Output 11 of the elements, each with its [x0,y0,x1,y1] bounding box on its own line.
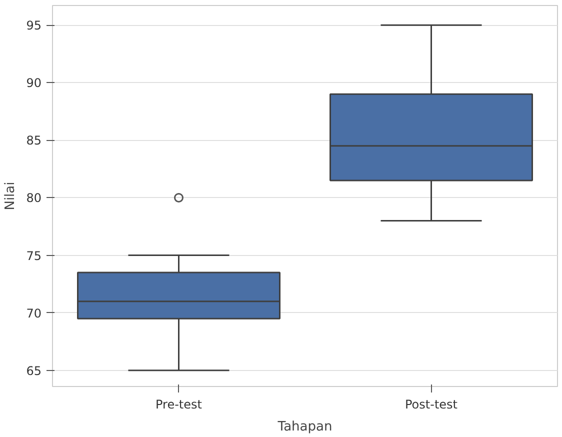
y-tick-label: 65 [26,364,42,378]
y-tick-label: 75 [26,248,42,263]
y-tick-label: 70 [26,306,42,320]
x-tick-label: Pre-test [156,398,202,412]
x-axis-title: Tahapan [276,420,332,434]
y-tick-label: 90 [26,76,42,90]
y-tick-label: 80 [26,191,42,206]
x-tick-label: Post-test [405,398,458,412]
y-axis-title: Nilai [3,182,18,210]
y-tick-label: 85 [26,134,42,148]
y-tick-label: 95 [26,18,42,33]
